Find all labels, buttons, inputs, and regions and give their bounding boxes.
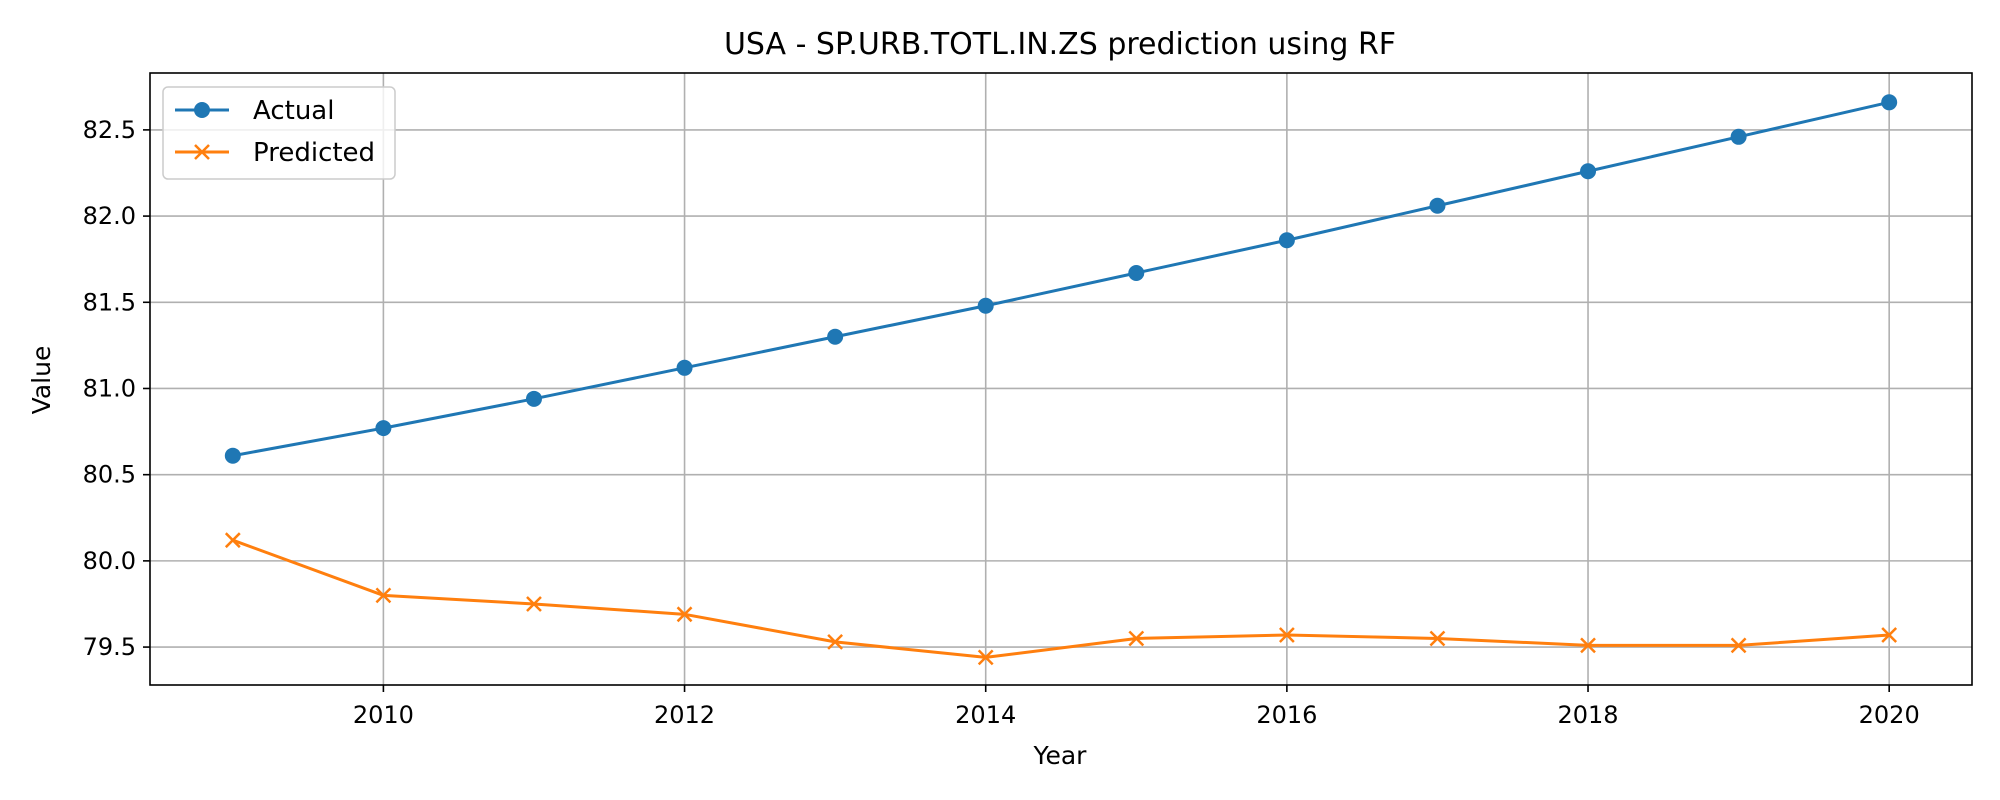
data-point-actual [1730,128,1747,145]
data-point-predicted [1580,637,1596,654]
data-point-actual [525,390,542,407]
x-tick-label: 2020 [1859,701,1920,729]
y-axis-ticks: 79.5 80.0 80.5 81.0 81.5 82.0 82.5 [83,116,150,661]
data-point-predicted [1881,627,1898,643]
y-tick-label: 80.0 [83,547,136,575]
y-tick-label: 82.0 [83,202,136,230]
data-point-predicted [676,606,693,623]
y-tick-label: 81.0 [83,374,136,402]
legend-predicted-label: Predicted [253,138,375,168]
x-tick-label: 2018 [1557,701,1618,729]
grid-lines [150,73,1972,685]
data-point-actual [676,359,693,376]
legend-predicted-marker [194,144,210,160]
y-tick-label: 79.5 [83,633,136,661]
data-point-actual [1580,163,1597,180]
data-point-predicted [526,596,542,612]
data-point-predicted [827,634,844,650]
data-point-predicted [1429,630,1446,647]
y-tick-label: 80.5 [83,461,136,489]
x-tick-label: 2014 [955,701,1016,729]
chart-title: USA - SP.URB.TOTL.IN.ZS prediction using… [724,27,1396,62]
data-point-predicted [375,587,392,604]
data-point-actual [827,328,844,345]
data-point-predicted [1128,630,1145,647]
x-axis-label: Year [1033,741,1088,770]
data-point-actual [1429,197,1446,214]
series-line-actual [232,100,1890,458]
series-group [224,94,1898,666]
y-axis-label: Value [27,346,56,415]
data-point-actual [1278,232,1295,249]
x-tick-label: 2016 [1256,701,1317,729]
series-line-predicted [232,538,1890,659]
data-point-actual [375,420,392,437]
x-tick-label: 2010 [353,701,414,729]
data-point-actual [977,297,994,314]
data-point-predicted [977,649,994,666]
data-point-actual [224,447,241,464]
x-axis-ticks: 2010 2012 2014 2016 2018 2020 [353,685,1920,729]
legend: Actual Predicted [162,86,396,180]
plot-frame [149,72,1973,686]
data-point-predicted [1278,627,1295,643]
data-point-predicted [224,532,241,549]
y-tick-label: 81.5 [83,288,136,316]
data-point-predicted [1730,637,1747,654]
legend-actual-label: Actual [253,96,334,126]
data-point-actual [1881,94,1898,111]
data-point-actual [1128,264,1145,281]
legend-actual-marker [194,102,210,118]
y-tick-label: 82.5 [83,116,136,144]
x-tick-label: 2012 [654,701,715,729]
